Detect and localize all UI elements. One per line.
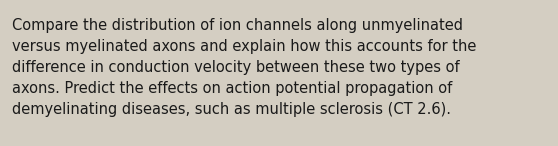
Text: Compare the distribution of ion channels along unmyelinated
versus myelinated ax: Compare the distribution of ion channels… (12, 18, 477, 118)
